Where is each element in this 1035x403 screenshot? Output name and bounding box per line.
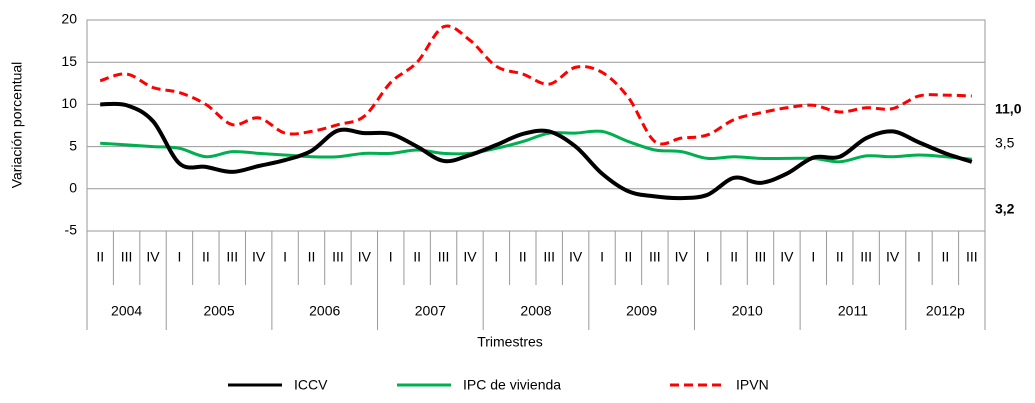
series-line: [100, 129, 972, 164]
x-tick-label: I: [283, 249, 287, 265]
x-tick-label: IV: [780, 249, 794, 265]
y-tick-label: 15: [61, 53, 77, 69]
x-tick-label: IV: [358, 249, 372, 265]
x-tick-label: II: [836, 249, 844, 265]
x-tick-label: IV: [146, 249, 160, 265]
x-tick-label: II: [413, 249, 421, 265]
x-tick-label: II: [308, 249, 316, 265]
y-tick-label: 5: [69, 137, 77, 153]
x-tick-label: III: [860, 249, 872, 265]
x-tick-label: III: [121, 249, 133, 265]
x-group-label: 2006: [309, 303, 340, 319]
x-tick-label: IV: [675, 249, 689, 265]
y-tick-label: 10: [61, 95, 77, 111]
y-tick-label: 20: [61, 11, 77, 27]
x-tick-label: I: [917, 249, 921, 265]
series-line: [99, 24, 972, 146]
x-group-label: 2005: [203, 303, 234, 319]
x-tick-label: II: [202, 249, 210, 265]
x-group-label: 2011: [838, 303, 868, 319]
x-tick-label: II: [941, 249, 949, 265]
x-tick-label: II: [730, 249, 738, 265]
value-label: 11,0: [995, 101, 1022, 117]
x-tick-label: I: [389, 249, 393, 265]
series-line: [100, 101, 973, 201]
x-tick-label: I: [600, 249, 604, 265]
x-tick-label: III: [332, 249, 344, 265]
y-tick-label: -5: [65, 222, 78, 238]
x-group-label: 2004: [111, 303, 142, 319]
x-tick-label: I: [706, 249, 710, 265]
x-group-label: 2010: [732, 303, 763, 319]
y-axis-label: Variación porcentual: [9, 62, 25, 189]
x-tick-label: III: [543, 249, 555, 265]
x-group-label: 2012p: [926, 303, 965, 319]
x-tick-label: IV: [569, 249, 583, 265]
x-group-label: 2009: [626, 303, 657, 319]
x-tick-label: III: [649, 249, 661, 265]
x-tick-label: I: [494, 249, 498, 265]
legend-label: IPVN: [736, 377, 769, 393]
x-tick-label: III: [438, 249, 450, 265]
x-tick-label: II: [96, 249, 104, 265]
x-tick-label: IV: [463, 249, 477, 265]
x-tick-label: III: [966, 249, 978, 265]
x-tick-label: IV: [252, 249, 266, 265]
x-axis-label: Trimestres: [477, 334, 543, 350]
x-tick-label: III: [226, 249, 238, 265]
x-tick-label: I: [811, 249, 815, 265]
x-tick-label: III: [755, 249, 767, 265]
legend-label: IPC de vivienda: [463, 377, 561, 393]
x-tick-label: II: [519, 249, 527, 265]
legend-label: ICCV: [294, 377, 328, 393]
x-tick-label: II: [625, 249, 633, 265]
value-label: 3,5: [995, 135, 1015, 151]
value-label: 3,2: [995, 201, 1015, 217]
x-group-label: 2007: [415, 303, 446, 319]
x-group-label: 2008: [520, 303, 551, 319]
y-tick-label: 0: [69, 180, 77, 196]
x-tick-label: IV: [886, 249, 900, 265]
plot-area: [86, 19, 986, 232]
x-tick-label: I: [177, 249, 181, 265]
